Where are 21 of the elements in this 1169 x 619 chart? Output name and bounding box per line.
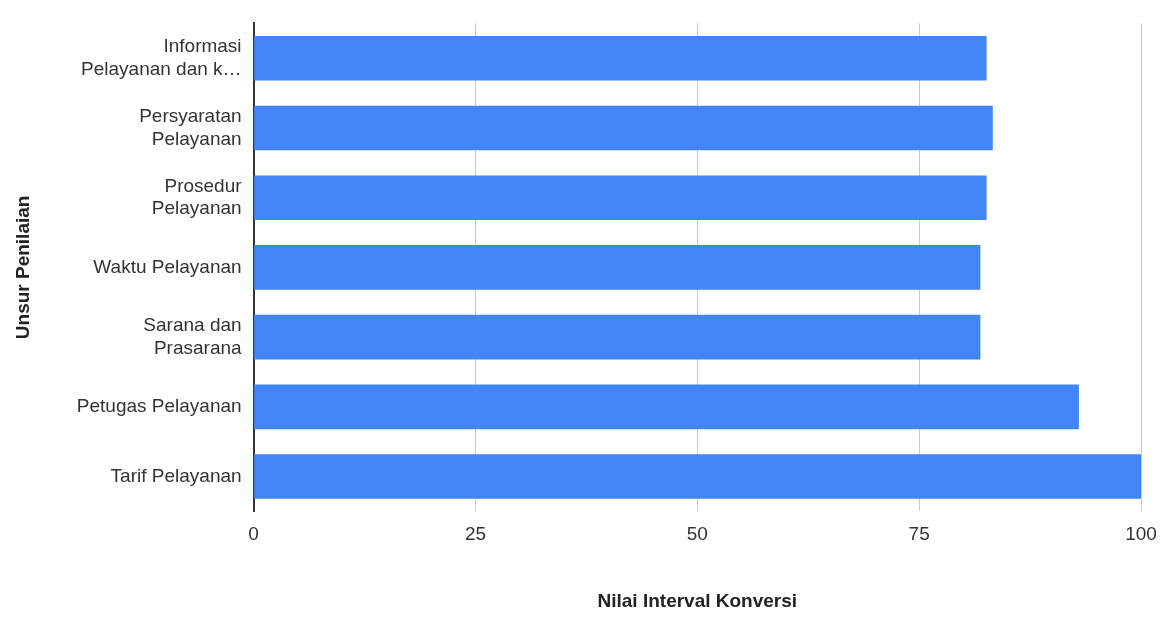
- y-tick-label: Sarana dan Prasarana: [143, 313, 243, 358]
- y-tick-label: Informasi Pelayanan dan k…: [81, 35, 242, 79]
- x-tick-label: 50: [686, 523, 708, 545]
- y-tick-label: Prosedur Pelayanan: [151, 174, 243, 219]
- y-tick-label: Petugas Pelayanan: [76, 395, 242, 417]
- bar: [254, 105, 993, 151]
- x-tick-label: 75: [908, 523, 930, 545]
- y-tick-label: Waktu Pelayanan: [93, 255, 242, 277]
- bar: [254, 314, 981, 360]
- bar: [254, 454, 1141, 499]
- y-axis-title: Unsur Penilaian: [11, 195, 33, 340]
- x-axis-title: Nilai Interval Konversi: [597, 589, 798, 611]
- bar: [254, 384, 1079, 430]
- x-tick-label: 25: [464, 523, 487, 545]
- bar: [254, 175, 987, 220]
- x-tick-label: 0: [248, 523, 259, 545]
- bar: [254, 245, 981, 290]
- y-tick-label: Persyaratan Pelayanan: [139, 104, 242, 149]
- bar: [254, 35, 987, 81]
- x-tick-label: 100: [1125, 523, 1157, 545]
- y-tick-label: Tarif Pelayanan: [110, 464, 242, 486]
